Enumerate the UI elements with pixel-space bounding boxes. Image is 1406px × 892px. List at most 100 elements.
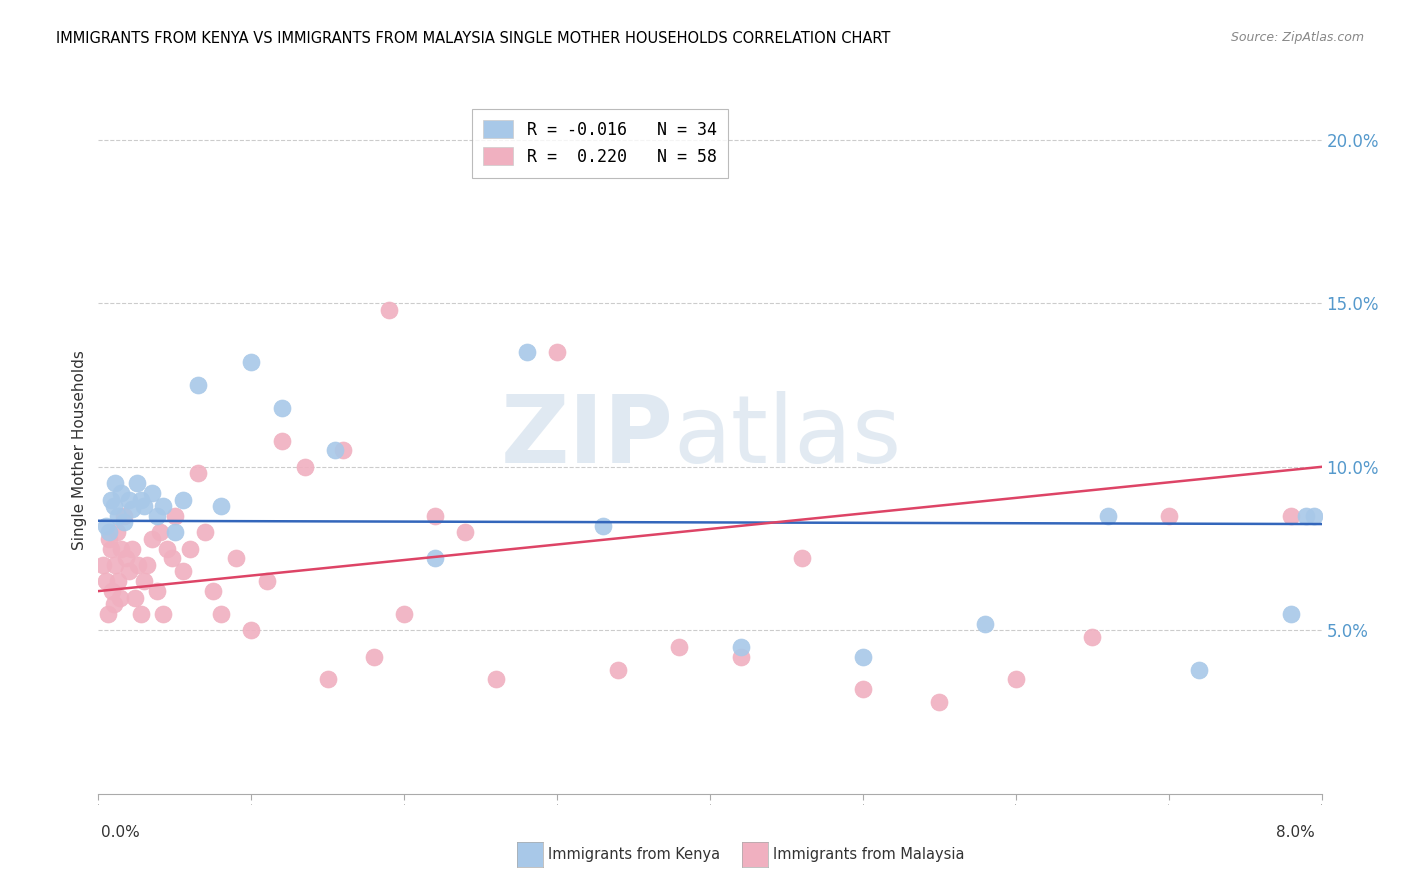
Point <box>270 434 294 448</box>
Point <box>172 565 194 579</box>
Point <box>107 508 129 523</box>
Point <box>134 574 156 589</box>
Point <box>152 607 174 621</box>
Text: ZIP: ZIP <box>501 391 673 483</box>
Point <box>974 616 997 631</box>
Point <box>1004 673 1026 687</box>
Point <box>209 499 232 513</box>
Point <box>160 551 183 566</box>
Point <box>928 695 950 709</box>
Point <box>124 591 146 605</box>
Text: Source: ZipAtlas.com: Source: ZipAtlas.com <box>1230 31 1364 45</box>
Point <box>392 607 416 621</box>
Point <box>94 574 117 589</box>
Point <box>103 499 125 513</box>
Point <box>225 551 247 566</box>
Point <box>378 302 401 317</box>
Point <box>592 518 614 533</box>
Point <box>98 525 121 540</box>
Point <box>136 558 159 572</box>
Point <box>110 541 132 556</box>
Point <box>104 558 127 572</box>
Point <box>730 640 752 654</box>
Text: Immigrants from Kenya: Immigrants from Kenya <box>548 847 720 862</box>
Point <box>187 467 209 481</box>
Point <box>316 673 339 687</box>
Point <box>270 401 294 415</box>
Legend: R = -0.016   N = 34, R =  0.220   N = 58: R = -0.016 N = 34, R = 0.220 N = 58 <box>471 109 728 178</box>
Point <box>1188 663 1211 677</box>
Point <box>101 584 124 599</box>
Point <box>91 558 114 572</box>
Point <box>363 649 385 664</box>
Point <box>194 525 217 540</box>
Point <box>485 673 508 687</box>
Point <box>332 443 354 458</box>
Text: atlas: atlas <box>673 391 901 483</box>
Point <box>112 508 135 523</box>
Point <box>163 525 186 540</box>
Point <box>149 525 172 540</box>
Point <box>202 584 225 599</box>
Point <box>1081 630 1104 644</box>
Point <box>1295 508 1317 523</box>
Point <box>115 551 138 566</box>
Point <box>129 492 152 507</box>
Point <box>112 516 135 530</box>
Point <box>240 624 263 638</box>
Point <box>129 607 152 621</box>
Point <box>1303 508 1326 523</box>
Point <box>100 541 122 556</box>
Point <box>1157 508 1180 523</box>
Point <box>256 574 278 589</box>
Point <box>1279 508 1302 523</box>
Point <box>454 525 477 540</box>
Point <box>294 459 316 474</box>
Text: Immigrants from Malaysia: Immigrants from Malaysia <box>773 847 965 862</box>
Point <box>152 499 174 513</box>
Text: 8.0%: 8.0% <box>1275 825 1315 840</box>
Point <box>423 508 446 523</box>
Point <box>105 525 128 540</box>
Point <box>100 492 122 507</box>
Point <box>121 541 143 556</box>
Y-axis label: Single Mother Households: Single Mother Households <box>72 351 87 550</box>
Point <box>790 551 813 566</box>
Text: IMMIGRANTS FROM KENYA VS IMMIGRANTS FROM MALAYSIA SINGLE MOTHER HOUSEHOLDS CORRE: IMMIGRANTS FROM KENYA VS IMMIGRANTS FROM… <box>56 31 890 46</box>
Point <box>163 508 186 523</box>
Point <box>118 565 141 579</box>
Point <box>110 486 132 500</box>
Point <box>121 502 143 516</box>
Point <box>98 532 121 546</box>
Point <box>108 591 131 605</box>
Point <box>127 558 149 572</box>
Point <box>107 574 129 589</box>
Point <box>423 551 446 566</box>
Point <box>187 378 209 392</box>
Point <box>145 584 167 599</box>
Point <box>125 476 148 491</box>
Point <box>118 492 141 507</box>
Point <box>852 649 875 664</box>
Point <box>97 607 120 621</box>
Point <box>325 443 347 458</box>
Point <box>1279 607 1302 621</box>
Point <box>145 508 167 523</box>
Point <box>852 682 875 697</box>
Point <box>730 649 752 664</box>
Point <box>172 492 194 507</box>
Point <box>94 518 117 533</box>
Point <box>156 541 179 556</box>
Point <box>668 640 690 654</box>
Point <box>141 486 163 500</box>
Point <box>141 532 163 546</box>
Point <box>546 345 568 359</box>
Point <box>240 355 263 369</box>
Text: 0.0%: 0.0% <box>101 825 141 840</box>
Point <box>1097 508 1119 523</box>
Point <box>134 499 156 513</box>
Point <box>515 345 537 359</box>
Point <box>103 597 125 611</box>
Point <box>104 476 127 491</box>
Point <box>179 541 201 556</box>
